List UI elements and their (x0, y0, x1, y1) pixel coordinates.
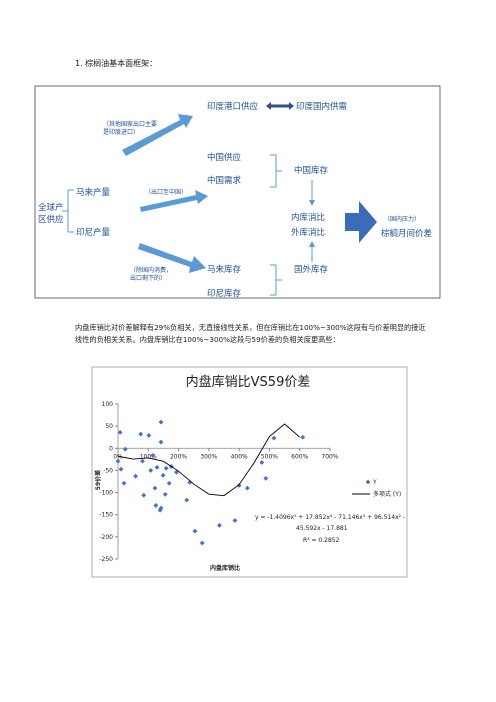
bracket (62, 189, 74, 233)
note: （国内压力） (384, 215, 420, 223)
bracket (270, 264, 282, 296)
label: 中国库存 (294, 165, 329, 176)
paragraph: 内盘库销比对价差解释有29%负相关，无直接线性关系，但在库销比在100%~300… (75, 323, 426, 344)
label: 国外库存 (294, 264, 329, 275)
label: 中国供应 (207, 152, 242, 163)
label: 外库消比 (291, 227, 325, 238)
arrow (345, 201, 377, 243)
note: （除国内消费， (130, 266, 172, 274)
label: 马来库存 (207, 264, 242, 275)
note: 出口剩下的） (130, 274, 166, 282)
arrow (122, 114, 193, 156)
diagram-frame (34, 85, 441, 299)
label: 印度国内供需 (296, 101, 347, 112)
label: 印尼产量 (76, 227, 111, 238)
note: （出口至中国） (145, 188, 187, 196)
label: 棕榈月间价差 (381, 228, 432, 239)
label: 全球产 (38, 202, 64, 213)
note: （其他国家出口主要 (103, 120, 157, 128)
label: 内库消比 (291, 212, 325, 223)
bracket (270, 154, 282, 188)
heading: 1. 棕榈油基本面框架： (75, 59, 158, 68)
label: 区供应 (38, 214, 64, 225)
label: 中国需求 (207, 175, 242, 186)
note: 是印度进口） (103, 128, 139, 136)
label: 印度港口供应 (207, 101, 259, 112)
label: 印尼库存 (207, 288, 242, 299)
arrow (138, 243, 206, 273)
label: 马来产量 (76, 187, 111, 198)
arrow (140, 190, 208, 212)
